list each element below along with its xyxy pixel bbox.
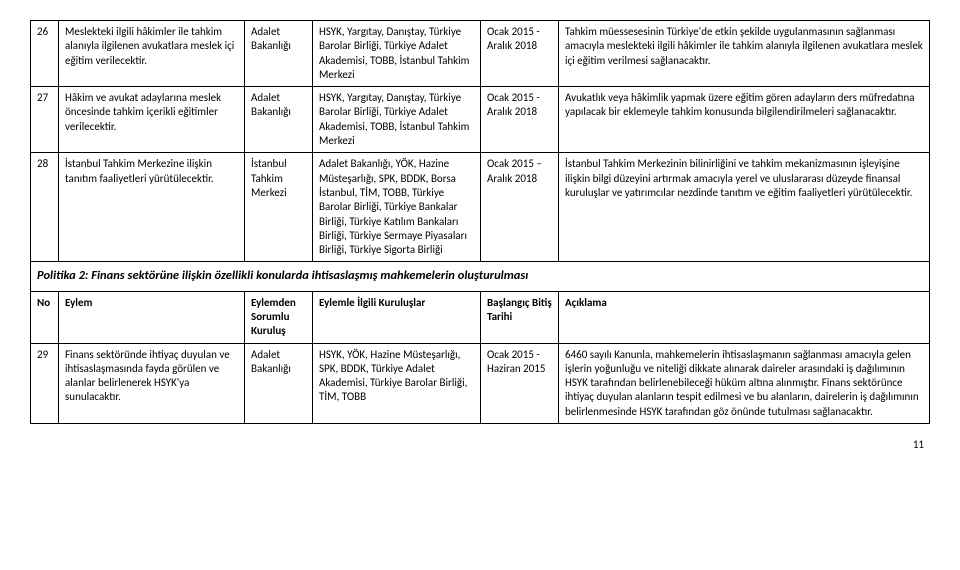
col-header-tarih: Başlangıç Bitiş Tarihi <box>481 291 559 343</box>
cell-sorumlu: İstanbul Tahkim Merkezi <box>245 153 313 262</box>
cell-sorumlu: Adalet Bakanlığı <box>245 87 313 153</box>
col-header-sorumlu: Eylemden Sorumlu Kuruluş <box>245 291 313 343</box>
cell-sorumlu: Adalet Bakanlığı <box>245 21 313 87</box>
cell-sorumlu: Adalet Bakanlığı <box>245 343 313 423</box>
cell-eylem: İstanbul Tahkim Merkezine ilişkin tanıtı… <box>59 153 245 262</box>
cell-tarih: Ocak 2015 - Aralık 2018 <box>481 21 559 87</box>
cell-eylem: Finans sektöründe ihtiyaç duyulan ve iht… <box>59 343 245 423</box>
cell-aciklama: Avukatlık veya hâkimlik yapmak üzere eği… <box>559 87 930 153</box>
cell-no: 28 <box>31 153 59 262</box>
col-header-kurulus: Eylemle İlgili Kuruluşlar <box>313 291 481 343</box>
cell-aciklama: Tahkim müessesesinin Türkiye'de etkin şe… <box>559 21 930 87</box>
cell-no: 29 <box>31 343 59 423</box>
cell-tarih: Ocak 2015 – Aralık 2018 <box>481 153 559 262</box>
policy-2-header-row: Politika 2: Finans sektörüne ilişkin öze… <box>31 262 930 291</box>
cell-kurulus: HSYK, Yargıtay, Danıştay, Türkiye Barola… <box>313 21 481 87</box>
table-row: 27Hâkim ve avukat adaylarına meslek önce… <box>31 87 930 153</box>
cell-kurulus: HSYK, Yargıtay, Danıştay, Türkiye Barola… <box>313 87 481 153</box>
policy-2-title: Politika 2: Finans sektörüne ilişkin öze… <box>31 262 930 291</box>
cell-aciklama: İstanbul Tahkim Merkezinin bilinirliğini… <box>559 153 930 262</box>
cell-tarih: Ocak 2015 - Haziran 2015 <box>481 343 559 423</box>
cell-eylem: Hâkim ve avukat adaylarına meslek öncesi… <box>59 87 245 153</box>
action-plan-table: 26Meslekteki ilgili hâkimler ile tahkim … <box>30 20 930 424</box>
col-header-no: No <box>31 291 59 343</box>
table-row: 28İstanbul Tahkim Merkezine ilişkin tanı… <box>31 153 930 262</box>
cell-tarih: Ocak 2015 - Aralık 2018 <box>481 87 559 153</box>
cell-kurulus: Adalet Bakanlığı, YÖK, Hazine Müsteşarlı… <box>313 153 481 262</box>
header-row: No Eylem Eylemden Sorumlu Kuruluş Eyleml… <box>31 291 930 343</box>
cell-kurulus: HSYK, YÖK, Hazine Müsteşarlığı, SPK, BDD… <box>313 343 481 423</box>
cell-no: 27 <box>31 87 59 153</box>
cell-no: 26 <box>31 21 59 87</box>
page-number: 11 <box>30 438 930 451</box>
cell-aciklama: 6460 sayılı Kanunla, mahkemelerin ihtisa… <box>559 343 930 423</box>
col-header-eylem: Eylem <box>59 291 245 343</box>
cell-eylem: Meslekteki ilgili hâkimler ile tahkim al… <box>59 21 245 87</box>
table-row: 26Meslekteki ilgili hâkimler ile tahkim … <box>31 21 930 87</box>
table-row: 29Finans sektöründe ihtiyaç duyulan ve i… <box>31 343 930 423</box>
col-header-aciklama: Açıklama <box>559 291 930 343</box>
